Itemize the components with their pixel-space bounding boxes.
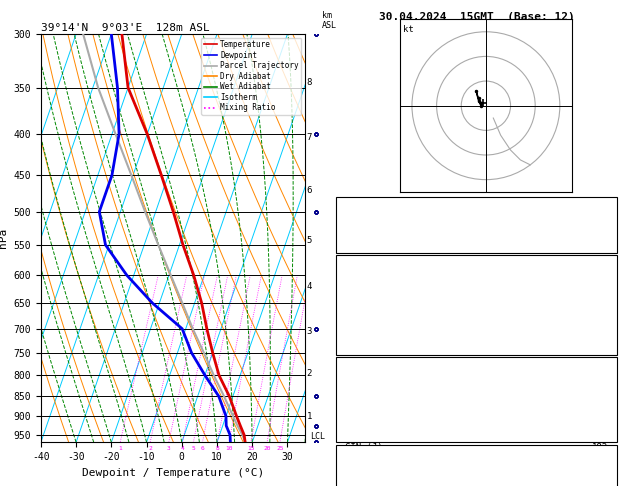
Text: 10: 10 xyxy=(225,446,233,451)
Text: θₑ(K): θₑ(K) xyxy=(345,309,372,318)
Text: 54: 54 xyxy=(598,427,608,436)
X-axis label: Dewpoint / Temperature (°C): Dewpoint / Temperature (°C) xyxy=(82,468,264,478)
Text: 8: 8 xyxy=(215,446,219,451)
Text: Hodograph: Hodograph xyxy=(450,453,503,463)
Text: km
ASL: km ASL xyxy=(322,11,337,30)
Text: 182: 182 xyxy=(592,358,608,367)
Text: 30.04.2024  15GMT  (Base: 12): 30.04.2024 15GMT (Base: 12) xyxy=(379,12,574,22)
Text: 22: 22 xyxy=(598,204,608,213)
Text: K: K xyxy=(345,204,350,213)
Text: 20: 20 xyxy=(264,446,271,451)
Text: 319: 319 xyxy=(592,309,608,318)
Text: 2.13: 2.13 xyxy=(587,244,608,253)
Y-axis label: hPa: hPa xyxy=(0,228,8,248)
Text: Totals Totals: Totals Totals xyxy=(345,224,415,233)
Text: Dewp (°C): Dewp (°C) xyxy=(345,293,393,301)
Text: Most Unstable: Most Unstable xyxy=(438,366,515,376)
Text: -0: -0 xyxy=(598,411,608,419)
Text: 5: 5 xyxy=(307,236,312,245)
Text: 1: 1 xyxy=(307,412,312,421)
Legend: Temperature, Dewpoint, Parcel Trajectory, Dry Adiabat, Wet Adiabat, Isotherm, Mi: Temperature, Dewpoint, Parcel Trajectory… xyxy=(201,38,301,115)
Text: CIN (J): CIN (J) xyxy=(345,358,382,367)
Text: 2: 2 xyxy=(307,368,312,378)
Text: 39°14'N  9°03'E  128m ASL: 39°14'N 9°03'E 128m ASL xyxy=(41,23,209,33)
Text: 54: 54 xyxy=(598,342,608,350)
Text: © weatheronline.co.uk: © weatheronline.co.uk xyxy=(424,472,529,481)
Text: Lifted Index: Lifted Index xyxy=(345,411,409,419)
Text: 999: 999 xyxy=(592,378,608,387)
Text: CIN (J): CIN (J) xyxy=(345,443,382,452)
Text: CAPE (J): CAPE (J) xyxy=(345,342,388,350)
Text: 111: 111 xyxy=(592,483,608,486)
Text: 15: 15 xyxy=(247,446,255,451)
Text: 319: 319 xyxy=(592,394,608,403)
Text: 6: 6 xyxy=(307,186,312,195)
Text: LCL: LCL xyxy=(310,433,325,441)
Text: SREH: SREH xyxy=(345,483,366,486)
Text: 3: 3 xyxy=(307,327,312,336)
Text: 25: 25 xyxy=(276,446,284,451)
Text: 13.8: 13.8 xyxy=(587,293,608,301)
Text: Pressure (mb): Pressure (mb) xyxy=(345,378,415,387)
Text: 100: 100 xyxy=(592,466,608,475)
Text: 4: 4 xyxy=(181,446,184,451)
Text: -0: -0 xyxy=(598,325,608,334)
Text: Temp (°C): Temp (°C) xyxy=(345,276,393,285)
Text: Surface: Surface xyxy=(456,264,497,274)
Text: 47: 47 xyxy=(598,224,608,233)
Text: EH: EH xyxy=(345,466,355,475)
Text: 7: 7 xyxy=(307,133,312,142)
Text: 8: 8 xyxy=(307,78,312,87)
Text: Lifted Index: Lifted Index xyxy=(345,325,409,334)
Text: 18: 18 xyxy=(598,276,608,285)
Text: 4: 4 xyxy=(307,282,312,291)
Text: 6: 6 xyxy=(201,446,204,451)
Text: 2: 2 xyxy=(148,446,152,451)
Text: 182: 182 xyxy=(592,443,608,452)
Bar xyxy=(336,445,617,486)
Text: PW (cm): PW (cm) xyxy=(345,244,382,253)
Text: 5: 5 xyxy=(191,446,195,451)
Text: 3: 3 xyxy=(167,446,170,451)
Bar xyxy=(336,255,617,355)
Bar xyxy=(336,197,617,253)
Text: θₑ (K): θₑ (K) xyxy=(345,394,377,403)
Text: CAPE (J): CAPE (J) xyxy=(345,427,388,436)
Text: 1: 1 xyxy=(118,446,122,451)
Text: kt: kt xyxy=(403,25,414,34)
Bar xyxy=(336,357,617,442)
